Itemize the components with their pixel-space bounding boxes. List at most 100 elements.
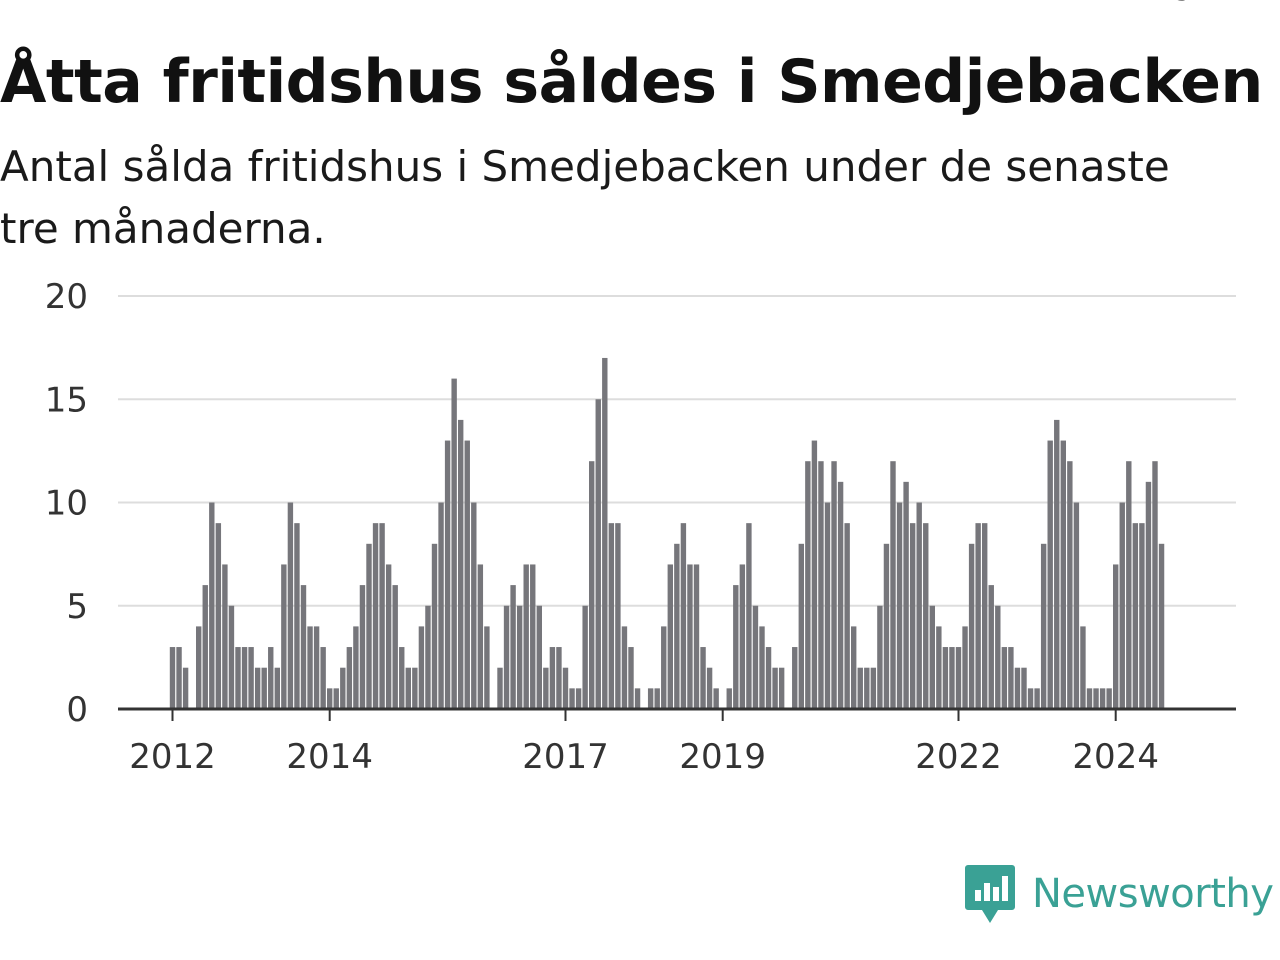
bar: [241, 647, 248, 709]
bar: [268, 647, 274, 709]
bar: [1106, 688, 1112, 709]
bar: [287, 502, 294, 709]
bar: [510, 585, 516, 709]
bar: [949, 647, 955, 709]
bar: [955, 647, 962, 709]
bar: [497, 667, 503, 709]
bar: [654, 688, 660, 709]
bar: [1047, 440, 1053, 709]
bar: [687, 564, 693, 709]
chart-title: Åtta fritidshus såldes i Smedjebacken: [0, 47, 1263, 117]
bar: [739, 564, 746, 709]
bar: [1119, 502, 1125, 709]
bar: [313, 626, 320, 709]
bar: [202, 585, 208, 709]
bar: [477, 564, 484, 709]
bar: [366, 543, 372, 709]
bar: [1021, 667, 1027, 709]
y-tick-label: 0: [66, 690, 88, 730]
bar: [1145, 481, 1152, 709]
bar: [458, 419, 464, 709]
bar: [222, 564, 228, 709]
bar: [923, 523, 929, 709]
annotation-background: [1166, 0, 1197, 44]
bar: [936, 626, 942, 709]
bar: [752, 605, 759, 709]
bar: [1001, 647, 1008, 709]
chart-subtitle: Antal sålda fritidshus i Smedjebacken un…: [0, 142, 1170, 253]
bar: [857, 667, 863, 709]
bar: [307, 626, 313, 709]
bar: [399, 647, 405, 709]
bar: [294, 523, 300, 709]
bar: [746, 523, 752, 709]
bar: [556, 647, 562, 709]
bar: [431, 543, 438, 709]
bar: [778, 667, 785, 709]
bar: [982, 523, 988, 709]
bar: [503, 605, 510, 709]
bar: [549, 647, 556, 709]
bar: [589, 461, 595, 709]
bar: [169, 647, 176, 709]
bar: [228, 605, 235, 709]
x-axis-labels: 2012 2014 2017 2019 2022 2024: [129, 737, 1159, 777]
bar: [700, 647, 706, 709]
bar: [300, 585, 307, 709]
bar: [661, 626, 667, 709]
bar: [995, 605, 1001, 709]
bar: [1152, 461, 1158, 709]
bar: [1034, 688, 1040, 709]
bar: [864, 667, 870, 709]
bar: [824, 502, 831, 709]
x-tick-label: 2022: [915, 737, 1002, 777]
bar: [182, 667, 189, 709]
bar: [543, 667, 549, 709]
bar: [530, 564, 536, 709]
bar: [1040, 543, 1047, 709]
bar: [988, 585, 994, 709]
brand-name: Newsworthy: [1032, 871, 1274, 917]
y-tick-label: 5: [66, 587, 88, 627]
annotations: 8: [1166, 0, 1197, 44]
bar: [1080, 626, 1086, 709]
bar: [254, 667, 261, 709]
bar: [235, 647, 241, 709]
bar: [392, 585, 398, 709]
bar: [346, 647, 353, 709]
bar: [713, 688, 719, 709]
bar: [523, 564, 529, 709]
bar: [176, 647, 182, 709]
bar: [844, 523, 850, 709]
bar: [634, 688, 641, 709]
bar: [602, 357, 608, 709]
bar: [516, 605, 523, 709]
bar: [942, 647, 949, 709]
y-tick-label: 20: [45, 277, 88, 317]
bar: [1099, 688, 1106, 709]
bar: [837, 481, 844, 709]
bar: [1054, 419, 1060, 709]
bar: [340, 667, 346, 709]
bar: [962, 626, 968, 709]
bar: [975, 523, 981, 709]
bar: [569, 688, 575, 709]
bar: [1158, 543, 1165, 709]
bar: [693, 564, 700, 709]
bar: [851, 626, 857, 709]
bar: [209, 502, 215, 709]
bar: [929, 605, 935, 709]
bar: [1132, 523, 1139, 709]
bar-chart-speech-bubble-icon: [965, 865, 1015, 923]
bar: [418, 626, 425, 709]
bar: [438, 502, 444, 709]
bar: [333, 688, 339, 709]
bar: [890, 461, 896, 709]
bar: [405, 667, 411, 709]
bar: [896, 502, 903, 709]
bar: [870, 667, 877, 709]
x-tick-label: 2019: [679, 737, 766, 777]
bar: [1067, 461, 1073, 709]
bar: [968, 543, 975, 709]
